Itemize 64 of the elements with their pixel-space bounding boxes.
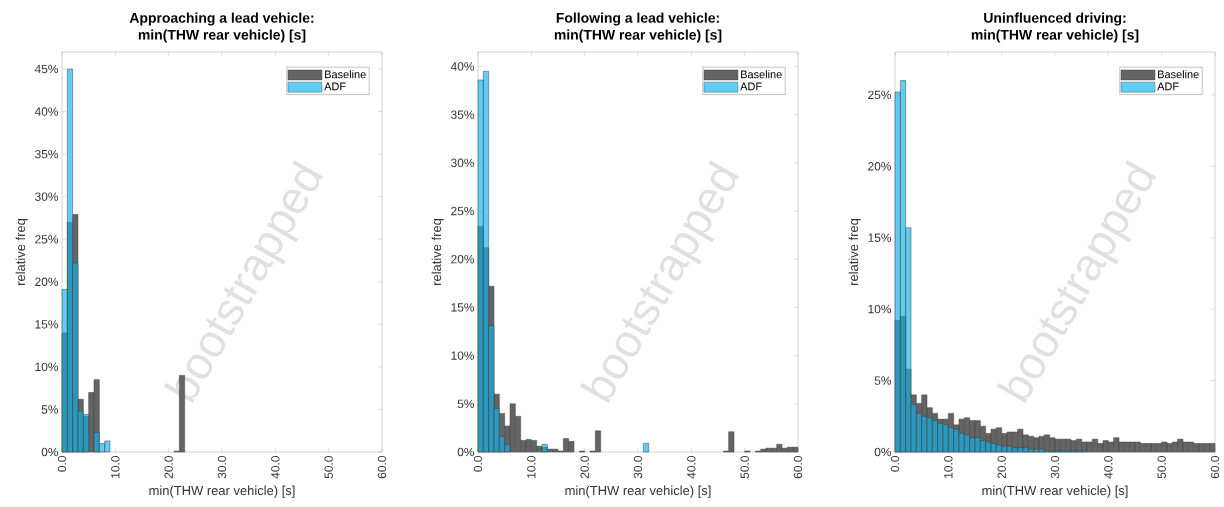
y-tick-label: 45%	[34, 64, 59, 74]
x-tick-label: 40.0	[271, 455, 280, 479]
x-tick-label: 10.0	[944, 455, 953, 478]
legend-label: ADF	[324, 82, 346, 91]
legend-label: ADF	[740, 82, 762, 91]
chart-title: Uninfluenced driving:	[984, 12, 1126, 26]
y-tick-label: 20%	[451, 255, 475, 264]
y-tick-label: 25%	[868, 90, 892, 100]
legend-label: Baseline	[741, 70, 782, 79]
legend-label: Baseline	[1158, 70, 1199, 79]
x-tick-label: 40.0	[687, 455, 696, 479]
y-tick-label: 0%	[41, 447, 59, 457]
x-tick-label: 0.0	[57, 455, 67, 472]
y-tick-label: 30%	[451, 158, 475, 168]
x-tick-label: 0.0	[890, 455, 900, 472]
y-tick-label: 5%	[41, 405, 59, 414]
x-tick-label: 50.0	[1157, 455, 1166, 479]
y-tick-label: 5%	[874, 376, 892, 385]
x-tick-label: 60.0	[793, 455, 803, 479]
legend-label: ADF	[1157, 82, 1179, 91]
y-tick-label: 15%	[451, 303, 475, 312]
x-axis-title: min(THW rear vehicle) [s]	[565, 485, 711, 498]
y-tick-label: 10%	[35, 362, 59, 372]
x-tick-label: 50.0	[740, 455, 749, 479]
y-tick-label: 0%	[457, 447, 475, 457]
y-tick-label: 10%	[451, 351, 475, 360]
y-tick-label: 10%	[868, 304, 892, 314]
y-tick-label: 15%	[35, 320, 59, 329]
chart-subtitle: min(THW rear vehicle) [s]	[554, 29, 722, 43]
y-tick-label: 35%	[451, 110, 475, 119]
x-tick-label: 10.0	[527, 455, 536, 478]
x-tick-label: 30.0	[217, 455, 227, 479]
y-axis-title: relative freq	[431, 219, 444, 285]
chart-subtitle: min(THW rear vehicle) [s]	[138, 29, 306, 43]
x-tick-label: 20.0	[997, 455, 1006, 479]
x-tick-label: 20.0	[580, 455, 589, 479]
y-tick-label: 35%	[35, 149, 59, 159]
y-tick-label: 15%	[868, 233, 892, 242]
y-tick-label: 20%	[868, 162, 892, 171]
y-tick-label: 25%	[451, 206, 475, 216]
y-tick-label: 20%	[35, 277, 59, 287]
x-tick-label: 10.0	[111, 455, 120, 478]
chart-title: Following a lead vehicle:	[556, 12, 719, 26]
y-tick-label: 0%	[874, 447, 892, 457]
y-tick-label: 40%	[34, 107, 59, 116]
chart-title: Approaching a lead vehicle:	[129, 12, 314, 26]
y-tick-label: 5%	[457, 399, 475, 409]
x-tick-label: 50.0	[324, 455, 333, 479]
x-tick-label: 60.0	[377, 455, 387, 479]
x-axis-title: min(THW rear vehicle) [s]	[982, 485, 1128, 498]
x-tick-label: 0.0	[473, 455, 483, 472]
x-tick-label: 60.0	[1210, 455, 1220, 479]
x-tick-label: 40.0	[1104, 455, 1113, 479]
x-tick-label: 30.0	[633, 455, 643, 479]
legend-label: Baseline	[325, 70, 366, 79]
y-tick-label: 25%	[35, 235, 59, 244]
y-tick-label: 40%	[450, 62, 475, 71]
y-axis-title: relative freq	[848, 219, 861, 285]
x-tick-label: 20.0	[164, 455, 173, 479]
y-tick-label: 30%	[35, 192, 59, 201]
x-tick-label: 30.0	[1050, 455, 1060, 479]
y-axis-title: relative freq	[15, 219, 28, 285]
x-axis-title: min(THW rear vehicle) [s]	[149, 485, 295, 498]
chart-subtitle: min(THW rear vehicle) [s]	[971, 29, 1139, 43]
